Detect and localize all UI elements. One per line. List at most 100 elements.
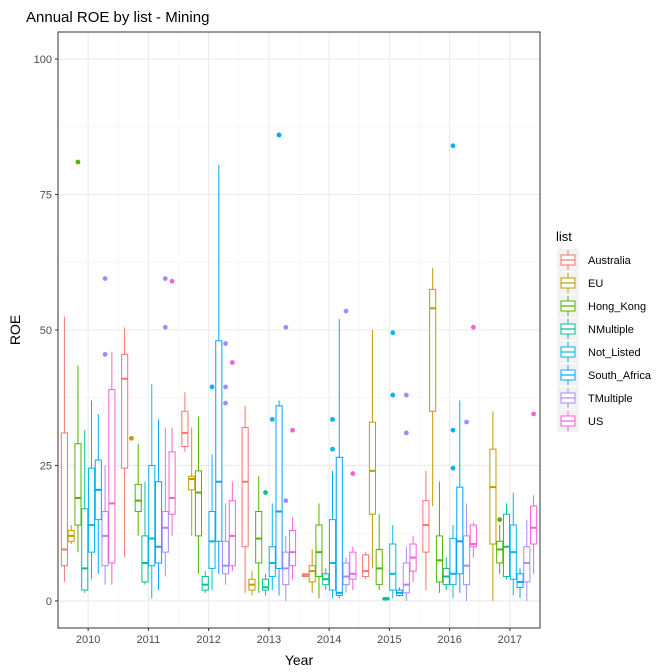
box-iqr — [429, 288, 437, 412]
box-iqr — [496, 540, 504, 564]
box-iqr — [101, 511, 109, 567]
box-iqr — [435, 535, 444, 583]
y-tick-label: 0 — [46, 596, 52, 608]
box-iqr — [368, 421, 376, 515]
outlier-point — [229, 360, 235, 365]
outlier-point — [403, 392, 409, 398]
outlier-point — [450, 465, 456, 471]
box-iqr — [342, 562, 350, 586]
outlier-point — [403, 430, 409, 436]
x-axis: 2010 2011 2012 2013 2014 2015 2016 2017 — [76, 628, 522, 646]
outlier-point — [290, 427, 295, 433]
outlier-point — [497, 517, 503, 523]
outlier-point — [169, 278, 175, 284]
outlier-point — [330, 417, 335, 422]
box-series-layer — [60, 132, 538, 601]
box-iqr — [255, 511, 263, 564]
y-tick-label: 75 — [40, 190, 52, 202]
box-iqr — [523, 546, 531, 583]
legend-title: list — [556, 229, 572, 244]
box-iqr — [502, 513, 511, 578]
outlier-point — [390, 392, 396, 398]
x-tick-label: 2013 — [257, 634, 281, 646]
outlier-point — [470, 324, 476, 330]
outlier-point — [102, 351, 108, 357]
box-iqr — [201, 576, 209, 591]
box-iqr — [121, 353, 129, 469]
legend-label: TMultiple — [588, 393, 633, 405]
outlier-point — [162, 276, 168, 281]
y-axis: 0 25 50 75 100 — [34, 54, 58, 608]
box-iqr — [362, 554, 370, 578]
box-iqr — [456, 486, 464, 575]
series-Australia — [60, 316, 430, 593]
outlier-point — [276, 132, 282, 138]
outlier-point — [350, 471, 356, 476]
legend: list Australia EU Hong_Kong NMultiple Not_Li… — [556, 229, 652, 432]
x-tick-label: 2016 — [437, 634, 461, 646]
legend-label: NMultiple — [588, 324, 634, 336]
box-iqr — [208, 511, 216, 569]
box-iqr — [315, 524, 323, 578]
box-iqr — [194, 470, 203, 537]
legend-label: Hong_Kong — [588, 301, 646, 313]
y-tick-label: 50 — [40, 325, 52, 337]
outlier-point — [283, 498, 289, 504]
legend-label: Australia — [588, 255, 632, 267]
outlier-point — [450, 143, 456, 149]
x-axis-title: Year — [285, 652, 314, 668]
outlier-point — [129, 435, 134, 441]
legend-label: Not_Listed — [588, 347, 641, 359]
box-iqr — [161, 511, 169, 553]
series-Not_Listed — [87, 143, 517, 599]
box-iqr — [469, 524, 477, 548]
box-iqr — [154, 481, 163, 564]
box-iqr — [516, 573, 524, 588]
outlier-point — [223, 384, 228, 390]
outlier-point — [223, 400, 228, 406]
box-iqr — [81, 508, 89, 591]
series-South_Africa — [94, 132, 524, 599]
x-tick-label: 2012 — [196, 634, 220, 646]
box-iqr — [275, 405, 283, 569]
box-iqr — [181, 410, 189, 447]
outlier-point — [223, 341, 228, 346]
box-iqr — [268, 546, 276, 578]
outlier-point — [283, 324, 289, 330]
y-axis-title: ROE — [7, 315, 23, 345]
box-iqr — [222, 540, 230, 575]
box-iqr — [215, 340, 223, 542]
box-iqr — [449, 538, 457, 586]
series-NMultiple — [81, 430, 511, 601]
outlier-point — [269, 417, 275, 422]
outlier-point — [343, 308, 349, 314]
box-iqr — [228, 500, 236, 567]
box-iqr — [141, 535, 149, 583]
box-iqr — [489, 448, 497, 545]
outlier-point — [102, 276, 108, 281]
box-iqr — [188, 475, 196, 491]
outlier-point — [450, 427, 456, 433]
x-tick-label: 2010 — [76, 634, 100, 646]
box-iqr — [389, 543, 397, 591]
outlier-point — [531, 411, 536, 417]
box-iqr — [402, 562, 410, 594]
x-tick-label: 2017 — [498, 634, 522, 646]
x-tick-label: 2011 — [137, 634, 161, 646]
series-TMultiple — [101, 276, 531, 601]
box-iqr — [328, 519, 337, 591]
box-iqr — [375, 548, 383, 586]
box-iqr — [108, 389, 116, 564]
y-tick-label: 25 — [40, 460, 52, 472]
box-iqr — [134, 483, 142, 513]
box-iqr — [289, 529, 297, 567]
box-iqr — [168, 451, 176, 515]
series-US — [108, 278, 538, 591]
outlier-point — [209, 384, 215, 390]
box-iqr — [463, 535, 471, 586]
series-EU — [67, 267, 497, 601]
box-iqr — [308, 565, 316, 583]
series-Hong_Kong — [74, 159, 504, 599]
box-iqr — [60, 432, 68, 567]
